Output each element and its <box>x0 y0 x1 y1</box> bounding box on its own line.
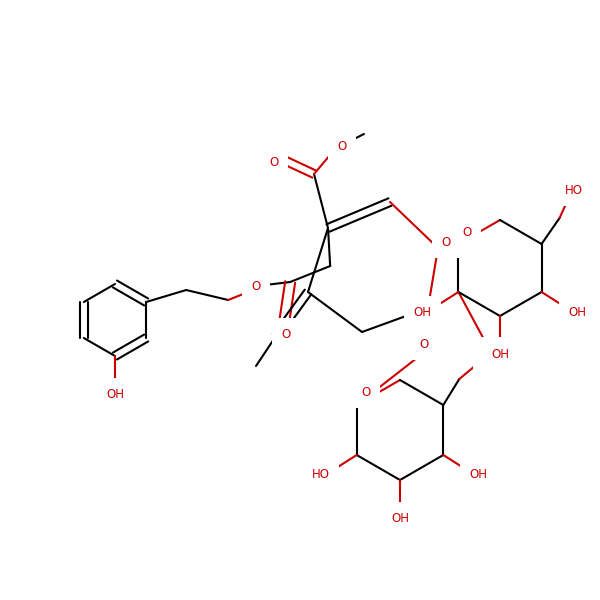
Text: O: O <box>482 346 492 359</box>
Text: OH: OH <box>391 511 409 524</box>
Text: HO: HO <box>565 184 583 196</box>
Text: O: O <box>269 155 278 169</box>
Text: O: O <box>463 226 472 238</box>
Text: OH: OH <box>106 388 124 401</box>
Text: O: O <box>281 328 291 340</box>
Text: O: O <box>251 280 261 292</box>
Text: HO: HO <box>311 469 329 481</box>
Text: OH: OH <box>569 305 587 319</box>
Text: O: O <box>362 386 371 399</box>
Text: O: O <box>442 235 451 248</box>
Text: OH: OH <box>413 305 431 319</box>
Text: O: O <box>337 139 347 152</box>
Text: O: O <box>419 337 428 350</box>
Text: OH: OH <box>469 469 487 481</box>
Text: OH: OH <box>491 347 509 361</box>
